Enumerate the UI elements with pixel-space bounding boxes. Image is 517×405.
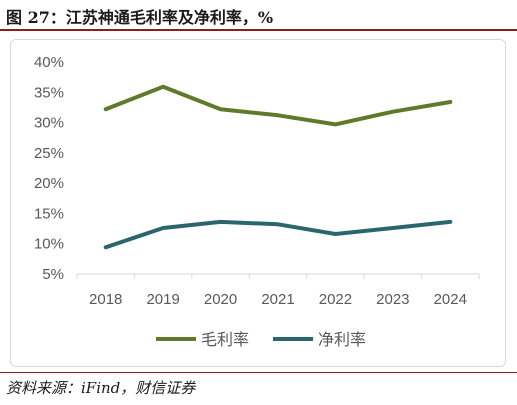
legend-label-2: 净利率: [318, 330, 366, 349]
series-line-1: [103, 84, 453, 127]
y-tick-label: 5%: [42, 266, 64, 283]
series-layer: [103, 84, 453, 250]
y-tick-label: 40%: [34, 54, 64, 71]
x-tick-label: 2021: [261, 291, 294, 308]
legend-label-1: 毛利率: [201, 330, 249, 349]
x-tick-label: 2018: [89, 291, 122, 308]
y-tick-label: 25%: [34, 145, 64, 162]
figure-title: 图 27：江苏神通毛利率及净利率，%: [6, 8, 274, 27]
legend: 毛利率 净利率: [156, 330, 366, 349]
series-line-2: [103, 219, 453, 250]
x-tick-label: 2022: [319, 291, 352, 308]
line-chart: 5% 10% 15% 20% 25% 30% 35% 40% 2018 2019 2020 2021…: [34, 54, 480, 349]
x-tick-label: 2023: [376, 291, 409, 308]
y-tick-label: 30%: [34, 115, 64, 132]
y-tick-label: 20%: [34, 175, 64, 192]
source-note: 资料来源：iFind，财信证券: [6, 379, 196, 397]
y-tick-label: 10%: [34, 236, 64, 253]
y-tick-label: 35%: [34, 84, 64, 101]
bottom-rule: [0, 372, 517, 373]
x-tick-label: 2024: [434, 291, 467, 308]
x-tick-label: 2019: [146, 291, 179, 308]
chart-frame: 5% 10% 15% 20% 25% 30% 35% 40% 2018 2019 2020 2021…: [10, 39, 506, 367]
y-tick-label: 15%: [34, 205, 64, 222]
x-tick-label: 2020: [204, 291, 237, 308]
top-rule: [0, 29, 517, 31]
x-axis: 2018 2019 2020 2021 2022 2023 2024: [76, 273, 480, 308]
y-axis: 5% 10% 15% 20% 25% 30% 35% 40%: [34, 54, 64, 283]
